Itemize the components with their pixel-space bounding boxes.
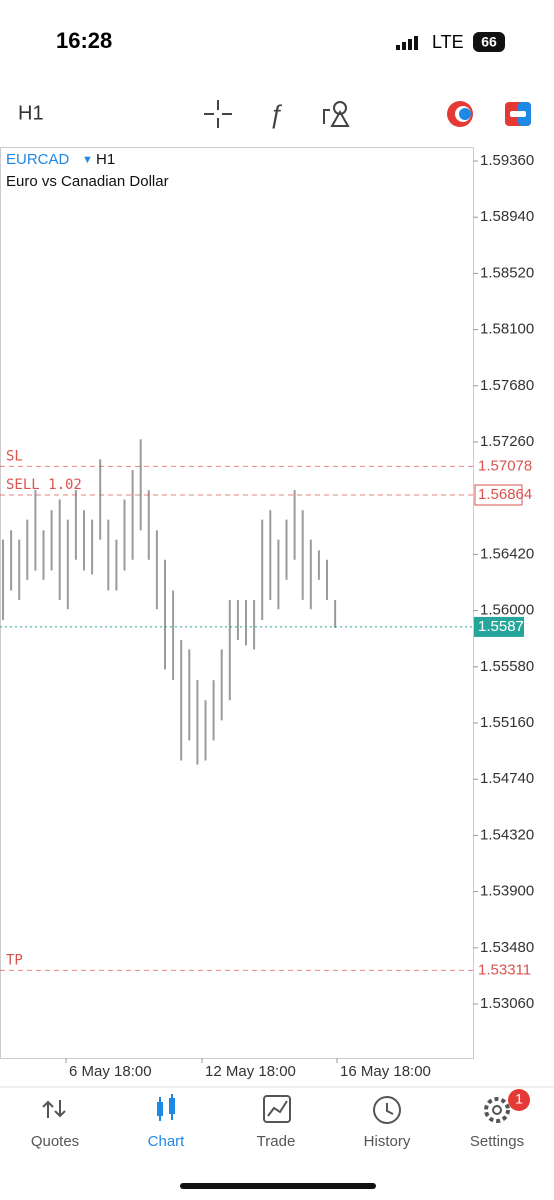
signal-icon	[396, 36, 418, 50]
y-tick-label: 1.53060	[480, 995, 534, 1012]
trade-nav-icon	[263, 1095, 291, 1123]
settings-badge: 1	[515, 1091, 523, 1107]
history-icon	[373, 1096, 401, 1124]
symbol-dropdown[interactable]: ▼	[82, 154, 93, 166]
chart-frame	[0, 147, 474, 1059]
trade-icon[interactable]	[447, 101, 473, 127]
level-name: SELL 1.02	[6, 477, 82, 493]
y-tick-label: 1.54320	[480, 826, 534, 843]
crosshair-icon[interactable]	[204, 100, 232, 128]
x-tick-label: 6 May 18:00	[69, 1063, 152, 1080]
level-price: 1.53311	[478, 961, 531, 978]
level-price: 1.56864	[478, 486, 532, 503]
status-time: 16:28	[56, 28, 112, 53]
level-name: SL	[6, 448, 23, 464]
objects-icon[interactable]	[323, 101, 350, 127]
level-box	[474, 484, 523, 506]
current-price-label: 1.55878	[478, 618, 532, 635]
level-name: TP	[6, 952, 23, 968]
y-tick-label: 1.53900	[480, 883, 534, 900]
nav-label[interactable]: Chart	[148, 1133, 186, 1150]
trade-panel-icon[interactable]	[505, 102, 531, 126]
y-tick-label: 1.54740	[480, 770, 534, 787]
chart-icon	[157, 1094, 175, 1121]
y-tick-label: 1.56420	[480, 545, 534, 562]
x-tick-label: 12 May 18:00	[205, 1063, 296, 1080]
nav-label[interactable]: Trade	[257, 1133, 296, 1150]
chart-timeframe: H1	[96, 151, 115, 168]
home-indicator	[180, 1183, 376, 1189]
network-label: LTE	[432, 32, 464, 52]
toolbar-timeframe[interactable]: H1	[18, 102, 44, 124]
battery-icon	[473, 32, 505, 52]
y-tick-label: 1.59360	[480, 152, 534, 169]
y-tick-label: 1.57680	[480, 377, 534, 394]
settings-icon	[484, 1089, 530, 1123]
nav-label[interactable]: Settings	[470, 1133, 524, 1150]
x-tick-label: 16 May 18:00	[340, 1063, 431, 1080]
battery-level: 66	[481, 34, 497, 50]
y-tick-label: 1.57260	[480, 433, 534, 450]
y-tick-label: 1.53480	[480, 939, 534, 956]
y-tick-label: 1.56000	[480, 602, 534, 619]
indicator-icon[interactable]: ƒ	[269, 99, 283, 129]
y-tick-label: 1.58520	[480, 264, 534, 281]
chart-description: Euro vs Canadian Dollar	[6, 173, 169, 190]
quotes-icon	[42, 1100, 66, 1118]
y-tick-label: 1.58940	[480, 208, 534, 225]
nav-label[interactable]: Quotes	[31, 1133, 79, 1150]
current-price-box	[474, 616, 524, 637]
chart-symbol[interactable]: EURCAD	[6, 151, 70, 168]
nav-label[interactable]: History	[364, 1133, 411, 1150]
level-price: 1.57078	[478, 457, 532, 474]
y-tick-label: 1.55160	[480, 714, 534, 731]
y-tick-label: 1.55580	[480, 658, 534, 675]
y-tick-label: 1.58100	[480, 321, 534, 338]
